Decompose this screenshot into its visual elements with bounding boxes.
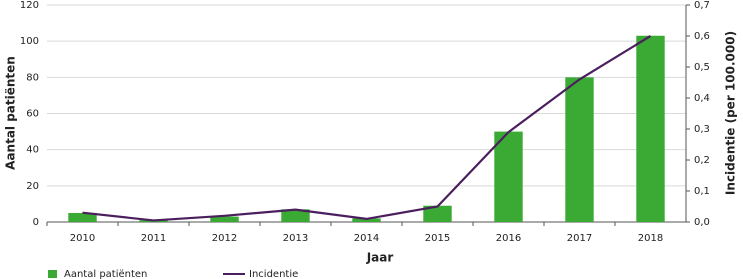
legend-label: Incidentie <box>249 269 298 279</box>
x-tick-label: 2015 <box>425 233 450 244</box>
y-tick-label: 40 <box>26 145 39 156</box>
y-tick-label: 20 <box>26 181 39 192</box>
x-tick-label: 2017 <box>567 233 592 244</box>
bar <box>494 131 523 222</box>
bar <box>281 209 310 222</box>
y2-tick-label: 0,4 <box>694 93 710 104</box>
legend-label: Aantal patiënten <box>64 269 147 279</box>
y-tick-label: 0 <box>33 217 39 228</box>
x-tick-label: 2012 <box>212 233 237 244</box>
bar <box>565 77 594 222</box>
line <box>82 35 652 222</box>
y2-tick-label: 0,1 <box>694 186 710 197</box>
y-tick-label: 60 <box>26 109 39 120</box>
y-tick-label: 80 <box>26 72 39 83</box>
y2-tick-label: 0,7 <box>694 0 710 11</box>
y-axis-title: Aantal patiënten <box>4 56 18 170</box>
legend-swatch <box>48 270 57 278</box>
bar <box>636 35 665 222</box>
y2-axis-title: Incidentie (per 100.000) <box>724 31 738 195</box>
y-tick-label: 100 <box>20 36 39 47</box>
y2-tick-label: 0,2 <box>694 155 710 166</box>
x-tick-label: 2011 <box>141 233 166 244</box>
x-tick-label: 2018 <box>638 233 663 244</box>
x-tick-label: 2013 <box>283 233 308 244</box>
x-tick-label: 2014 <box>354 233 379 244</box>
x-tick-label: 2016 <box>496 233 521 244</box>
y-tick-label: 120 <box>20 0 39 11</box>
bar <box>210 216 239 222</box>
y2-tick-label: 0,0 <box>694 217 710 228</box>
x-tick-label: 2010 <box>70 233 95 244</box>
x-axis-title: Jaar <box>366 251 394 265</box>
y2-tick-label: 0,3 <box>694 124 710 135</box>
bar <box>352 218 381 222</box>
bar <box>68 212 97 222</box>
y2-tick-label: 0,5 <box>694 62 710 73</box>
bar <box>423 205 452 222</box>
y2-tick-label: 0,6 <box>694 31 710 42</box>
